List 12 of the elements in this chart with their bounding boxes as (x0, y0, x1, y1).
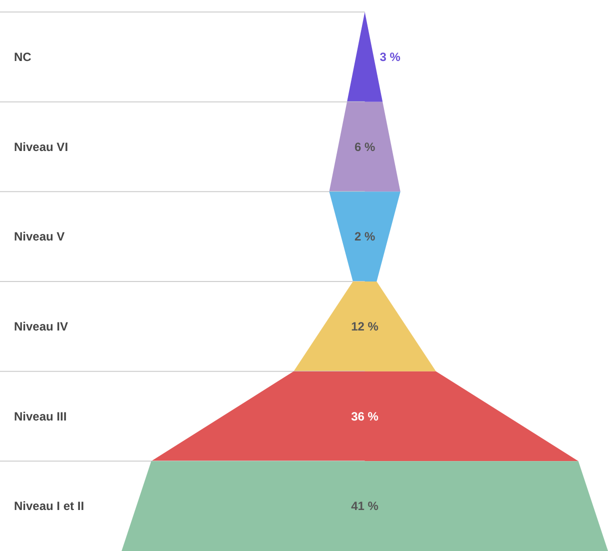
category-label: Niveau III (14, 409, 67, 424)
data-label: 3 % (380, 50, 401, 64)
data-label: 41 % (351, 499, 379, 514)
data-label: 2 % (354, 230, 376, 244)
category-label: Niveau VI (14, 140, 68, 154)
data-label: 6 % (354, 140, 376, 154)
category-label: Niveau V (14, 230, 65, 244)
category-label: Niveau I et II (14, 499, 84, 514)
category-label: Niveau IV (14, 319, 68, 334)
category-label: NC (14, 50, 32, 64)
data-label: 12 % (351, 319, 379, 334)
data-label: 36 % (351, 409, 379, 424)
